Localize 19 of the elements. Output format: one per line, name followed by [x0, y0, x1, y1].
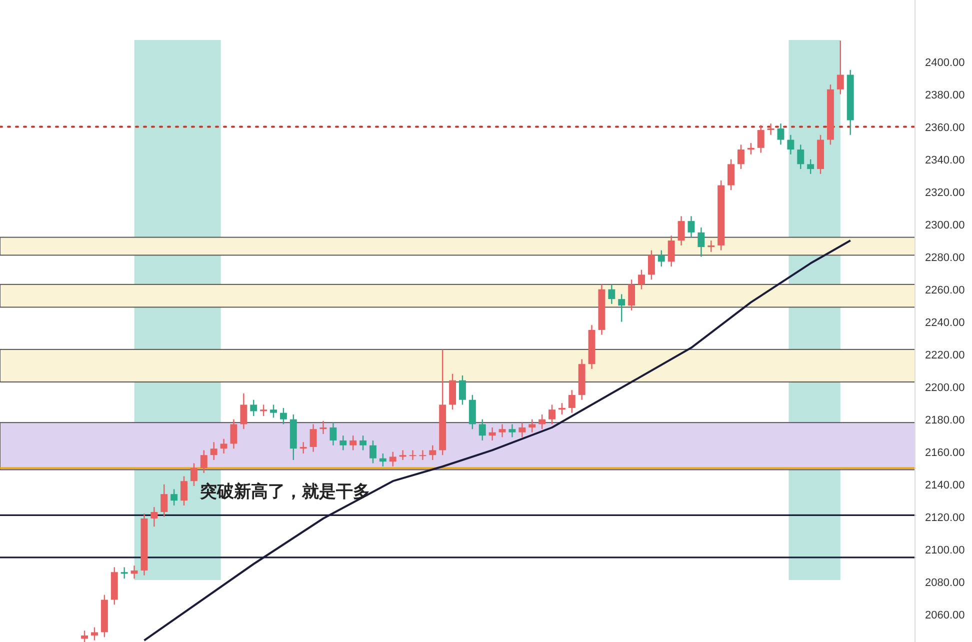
y-tick-label: 2240.00 [925, 316, 965, 329]
y-tick-label: 2380.00 [925, 89, 965, 102]
annotation: 突破新高了，就是干多 [199, 482, 370, 502]
y-tick-label: 2300.00 [925, 219, 965, 232]
y-tick-label: 2340.00 [925, 154, 965, 166]
y-tick-label: 2220.00 [925, 349, 965, 362]
y-tick-label: 2280.00 [925, 252, 965, 264]
y-tick-label: 2120.00 [925, 512, 965, 524]
y-tick-label: 2060.00 [925, 609, 965, 622]
y-tick-label: 2320.00 [925, 186, 965, 199]
y-tick-label: 2140.00 [925, 479, 965, 492]
y-tick-label: 2260.00 [925, 284, 965, 296]
y-tick-label: 2180.00 [925, 414, 965, 426]
y-tick-label: 2080.00 [925, 576, 965, 589]
y-tick-label: 2360.00 [925, 122, 965, 134]
y-tick-label: 2200.00 [925, 382, 965, 394]
y-tick-label: 2160.00 [925, 446, 965, 459]
y-tick-label: 2400.00 [925, 56, 965, 69]
y-tick-label: 2100.00 [925, 544, 965, 556]
